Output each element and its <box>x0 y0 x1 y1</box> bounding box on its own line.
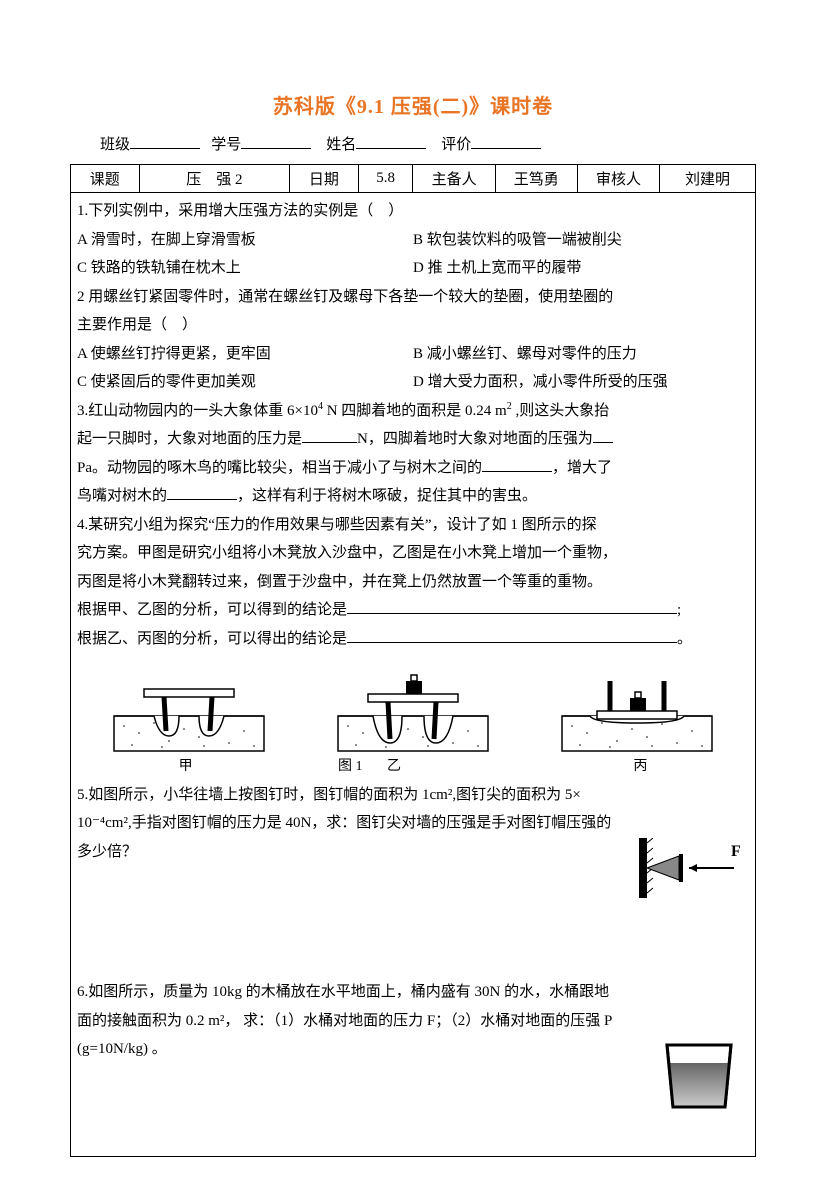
q1-stem: 1.下列实例中，采用增大压强方法的实例是（ ） <box>77 197 749 226</box>
q1-opt-b: B 软包装饮料的吸管一端被削尖 <box>413 226 749 255</box>
force-label: F <box>731 843 741 860</box>
q1-opt-d: D 推 土机上宽而平的履带 <box>413 254 749 283</box>
q2-row2: C 使紧固后的零件更加美观 D 增大受力面积，减小零件所受的压强 <box>77 368 749 397</box>
name-label: 姓名 <box>326 137 356 153</box>
q4-fig-b-icon <box>328 661 498 756</box>
q3-line1: 3.红山动物园内的一头大象体重 6×104 N 四脚着地的面积是 0.24 m2… <box>77 397 749 426</box>
q4-l3: 丙图是将小木凳翻转过来，倒置于沙盘中，并在凳上仍然放置一个等重的重物。 <box>77 568 749 597</box>
q4-l4: 根据甲、乙图的分析，可以得到的结论是; <box>77 596 749 625</box>
student-info-line: 班级 学号 姓名 评价 <box>100 133 756 154</box>
q6-l3: (g=10N/kg) 。 <box>77 1035 749 1064</box>
q2-opt-c: C 使紧固后的零件更加美观 <box>77 368 413 397</box>
content-body: 1.下列实例中，采用增大压强方法的实例是（ ） A 滑雪时，在脚上穿滑雪板 B … <box>70 193 756 1157</box>
date-value: 5.8 <box>358 165 413 193</box>
q1-opt-c: C 铁路的铁轨铺在枕木上 <box>77 254 413 283</box>
score-blank <box>471 133 541 149</box>
reviewer-label: 审核人 <box>577 165 659 193</box>
class-blank <box>130 133 200 149</box>
q4-l4a: 根据甲、乙图的分析，可以得到的结论是 <box>77 602 347 618</box>
q3-l4a: 鸟嘴对树木的 <box>77 488 167 504</box>
topic-value: 压 强 2 <box>139 165 290 193</box>
q4-cap-a: 甲 <box>101 754 271 781</box>
q4-fig-a-icon <box>104 661 274 756</box>
q6-l1: 6.如图所示，质量为 10kg 的木桶放在水平地面上，桶内盛有 30N 的水，水… <box>77 978 749 1007</box>
q2-stem-b: 主要作用是（ ） <box>77 311 749 340</box>
reviewer-value: 刘建明 <box>660 165 756 193</box>
q3-l1c: ,则这头大象抬 <box>512 403 610 419</box>
q4-cap-c: 丙 <box>555 754 725 781</box>
name-blank <box>356 133 426 149</box>
q3-l4b: ，这样有利于将树木啄破，捉住其中的害虫。 <box>237 488 537 504</box>
q3-l3a: Pa。动物园的啄木鸟的嘴比较尖，相当于减小了与树木之间的 <box>77 460 482 476</box>
id-label: 学号 <box>211 137 241 153</box>
q4-l5: 根据乙、丙图的分析，可以得出的结论是。 <box>77 625 749 654</box>
q4-l1: 4.某研究小组为探究“压力的作用效果与哪些因素有关”，设计了如 1 图所示的探 <box>77 511 749 540</box>
q4-blank2 <box>347 627 677 643</box>
worksheet-page: 苏科版《9.1 压强(二)》课时卷 班级 学号 姓名 评价 课题 压 强 2 日… <box>0 0 826 1197</box>
q3-blank2 <box>593 427 613 443</box>
bucket-icon <box>659 1035 739 1115</box>
q3-l1a: 3.红山动物园内的一头大象体重 6×10 <box>77 403 318 419</box>
document-title: 苏科版《9.1 压强(二)》课时卷 <box>70 90 756 119</box>
q2-opt-d: D 增大受力面积，减小零件所受的压强 <box>413 368 749 397</box>
class-label: 班级 <box>100 137 130 153</box>
q5-figure: F <box>639 838 749 909</box>
q5-workspace <box>77 918 749 978</box>
q3-l2a: 起一只脚时，大象对地面的压力是 <box>77 431 302 447</box>
q3-line3: Pa。动物园的啄木鸟的嘴比较尖，相当于减小了与树木之间的 ，增大了 <box>77 454 749 483</box>
q3-l1b: N 四脚着地的面积是 0.24 m <box>323 403 507 419</box>
q4-cap-b: 乙 <box>387 759 401 774</box>
q6-figure <box>659 1035 739 1126</box>
author-value: 王笃勇 <box>495 165 577 193</box>
q4-figures <box>77 661 749 756</box>
date-label: 日期 <box>290 165 359 193</box>
q4-fig-c-icon <box>552 661 722 756</box>
q4-l2: 究方案。甲图是研究小组将小木凳放入沙盘中，乙图是在小木凳上增加一个重物， <box>77 539 749 568</box>
q2-opt-a: A 使螺丝钉拧得更紧，更牢固 <box>77 340 413 369</box>
pushpin-icon: F <box>639 838 749 898</box>
q4-fig-labels: 甲 图 1 乙 丙 <box>77 754 749 781</box>
q4-l5a: 根据乙、丙图的分析，可以得出的结论是 <box>77 631 347 647</box>
q3-line4: 鸟嘴对树木的 ，这样有利于将树木啄破，捉住其中的害虫。 <box>77 482 749 511</box>
q4-fig-center: 图 1 <box>338 759 363 774</box>
q1-row2: C 铁路的铁轨铺在枕木上 D 推 土机上宽而平的履带 <box>77 254 749 283</box>
q3-blank1 <box>302 427 357 443</box>
q2-row1: A 使螺丝钉拧得更紧，更牢固 B 减小螺丝钉、螺母对零件的压力 <box>77 340 749 369</box>
info-table: 课题 压 强 2 日期 5.8 主备人 王笃勇 审核人 刘建明 <box>70 164 756 193</box>
q4-blank1 <box>347 598 677 614</box>
q2-opt-b: B 减小螺丝钉、螺母对零件的压力 <box>413 340 749 369</box>
q1-row1: A 滑雪时，在脚上穿滑雪板 B 软包装饮料的吸管一端被削尖 <box>77 226 749 255</box>
q5-l2: 10⁻⁴cm²,手指对图钉帽的压力是 40N，求：图钉尖对墙的压强是手对图钉帽压… <box>77 809 749 838</box>
author-label: 主备人 <box>413 165 495 193</box>
q5-l1: 5.如图所示，小华往墙上按图钉时，图钉帽的面积为 1cm²,图钉尖的面积为 5× <box>77 781 749 810</box>
score-label: 评价 <box>441 137 471 153</box>
q3-l3b: ，增大了 <box>552 460 612 476</box>
id-blank <box>241 133 311 149</box>
topic-label: 课题 <box>71 165 140 193</box>
q6-l2: 面的接触面积为 0.2 m²， 求：（1）水桶对地面的压力 F；（2）水桶对地面… <box>77 1007 749 1036</box>
q3-blank3 <box>482 456 552 472</box>
q3-blank4 <box>167 484 237 500</box>
q1-opt-a: A 滑雪时，在脚上穿滑雪板 <box>77 226 413 255</box>
q3-l2b: N，四脚着地时大象对地面的压强为 <box>357 431 593 447</box>
q2-stem-a: 2 用螺丝钉紧固零件时，通常在螺丝钉及螺母下各垫一个较大的垫圈，使用垫圈的 <box>77 283 749 312</box>
q3-line2: 起一只脚时，大象对地面的压力是 N，四脚着地时大象对地面的压强为 <box>77 425 749 454</box>
